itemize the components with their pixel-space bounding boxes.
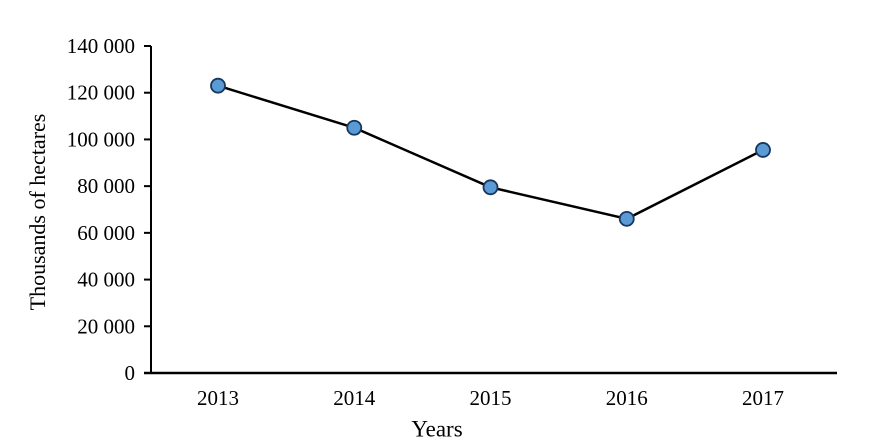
data-point-marker: [210, 77, 226, 94]
y-axis-tick-label: 140 000: [67, 34, 135, 58]
data-point-marker: [346, 119, 363, 136]
data-point-marker: [618, 210, 635, 227]
y-axis-tick-label: 80 000: [77, 174, 135, 198]
x-axis-tick-label: 2016: [606, 386, 648, 410]
data-point-marker: [482, 179, 499, 196]
y-axis-tick-label: 60 000: [77, 221, 135, 245]
y-axis-title: Thousands of hectares: [25, 113, 50, 311]
x-axis-title: Years: [411, 416, 463, 442]
data-line: [216, 84, 765, 221]
y-axis-tick-label: 0: [125, 361, 136, 385]
x-axis-tick-label: 2013: [197, 386, 239, 410]
y-axis-tick-label: 40 000: [77, 268, 135, 292]
y-axis-tick-label: 20 000: [77, 314, 135, 338]
x-axis-tick-label: 2015: [470, 386, 512, 410]
y-axis-tick-label: 100 000: [67, 127, 135, 151]
y-axis-tick-label: 120 000: [67, 81, 135, 105]
x-axis-tick-label: 2014: [333, 386, 376, 410]
x-axis-tick-label: 2017: [742, 386, 784, 410]
data-point-marker: [755, 142, 771, 158]
